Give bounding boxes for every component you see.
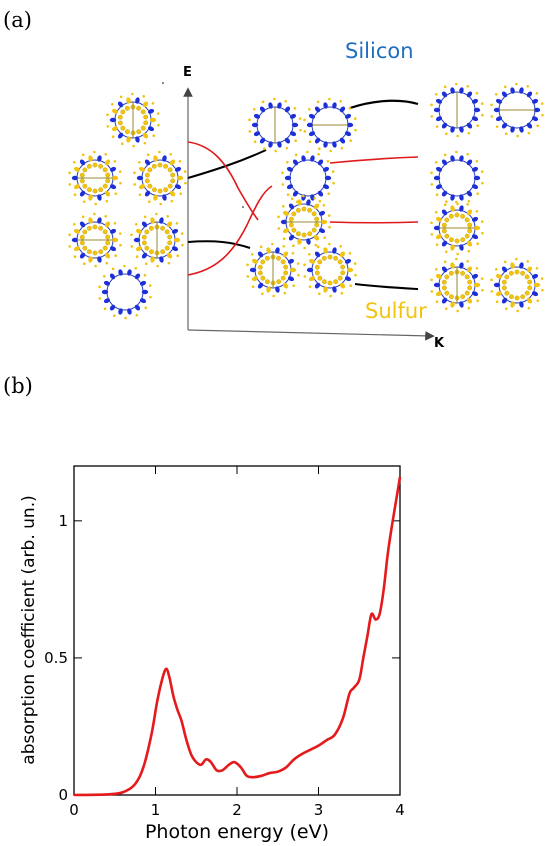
e-axis-label: E <box>183 65 192 80</box>
silicon-label: Silicon <box>345 39 414 63</box>
x-axis-label: Photon energy (eV) <box>145 821 329 843</box>
orbital-ring <box>303 97 357 153</box>
orbital-ring <box>68 212 122 268</box>
band-red-2 <box>187 185 273 276</box>
band-red-4 <box>329 221 419 224</box>
band-black-right <box>354 283 419 290</box>
orbital-ring <box>430 257 484 313</box>
absorption-curve <box>73 476 402 797</box>
orbital-ring <box>490 82 544 138</box>
x-tick-label: 1 <box>151 801 161 819</box>
orbital-ring <box>130 212 184 268</box>
orbital-ring <box>490 257 544 313</box>
orbital-ring <box>303 242 357 298</box>
orbital-ring <box>133 150 187 206</box>
orbital-ring <box>98 264 152 320</box>
orbital-ring <box>430 82 484 138</box>
panel-a-label: (a) <box>3 8 32 32</box>
orbital-ring <box>68 150 122 206</box>
orbital-ring <box>281 150 335 206</box>
y-tick-label: 1 <box>58 512 68 530</box>
y-tick-label: 0.5 <box>44 649 68 667</box>
k-axis-label: K <box>434 336 445 351</box>
y-axis-label: absorption coefficient (arb. un.) <box>19 495 39 764</box>
band-black-left <box>187 149 267 179</box>
orbital-ring <box>248 97 302 153</box>
x-tick-label: 3 <box>314 801 324 819</box>
band-black-mid <box>187 240 251 249</box>
orbital-ring <box>430 150 484 206</box>
panel-b-label: (b) <box>3 374 33 398</box>
band-red-1 <box>187 141 259 221</box>
x-tick-label: 0 <box>69 801 79 819</box>
x-tick-label: 4 <box>395 801 405 819</box>
orbital-ring <box>277 194 331 250</box>
orbital-ring <box>246 242 300 298</box>
band-black-top <box>349 99 419 110</box>
plot-frame <box>73 465 401 796</box>
orbital-ring <box>430 200 484 256</box>
orbital-ring <box>106 92 160 148</box>
absorption-chart: 0 1 2 3 4 0 0.5 1 Photon energy (eV) absorption… <box>19 465 405 843</box>
x-tick-label: 2 <box>232 801 242 819</box>
y-tick-label: 0 <box>58 786 68 804</box>
sulfur-label: Sulfur <box>365 299 427 323</box>
band-red-3 <box>329 156 419 164</box>
band-structure-diagram: E K Silicon Sulfur <box>68 39 544 351</box>
k-axis-line <box>187 329 435 341</box>
